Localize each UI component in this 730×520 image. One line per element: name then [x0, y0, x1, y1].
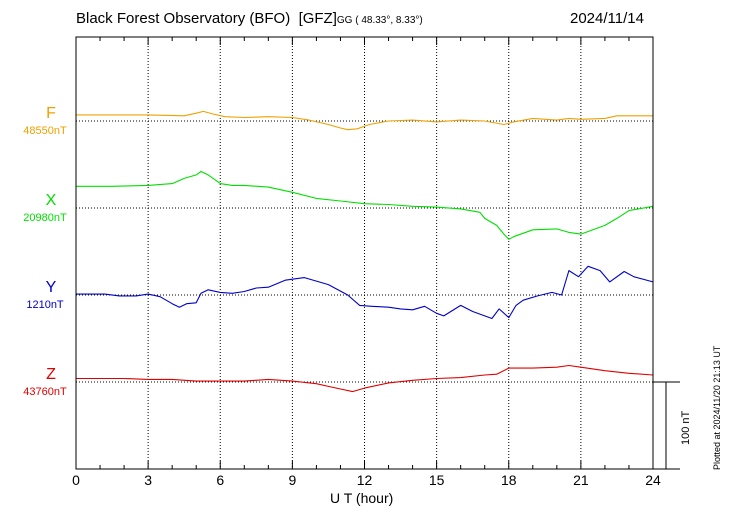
baseline-lines [76, 120, 680, 383]
series-baseline-label: 20980nT [23, 212, 67, 224]
series-name-z: Z [46, 366, 56, 383]
series-baseline-label: 43760nT [23, 386, 67, 398]
chart-date: 2024/11/14 [570, 10, 644, 27]
series-line-f [76, 110, 653, 131]
x-tick-label: 15 [429, 472, 445, 488]
x-tick-label: 24 [645, 472, 661, 488]
x-axis-label: U T (hour) [330, 490, 394, 506]
x-tick-label: 18 [501, 472, 517, 488]
x-tick-label: 3 [144, 472, 152, 488]
x-axis-ticks: 0 3 6 9 12 15 18 21 24 [72, 37, 661, 488]
coordinates: GG ( 48.33°, 8.33°) [336, 15, 423, 26]
series-baseline-label: 1210nT [26, 299, 64, 311]
scale-bar [653, 381, 680, 470]
series-name-f: F [46, 105, 56, 122]
scale-bar-label: 100 nT [680, 410, 692, 445]
plotted-timestamp: Plotted at 2024/11/20 21:13 UT [712, 345, 722, 470]
x-tick-label: 6 [216, 472, 224, 488]
grid-lines [147, 37, 582, 469]
x-tick-label: 0 [72, 472, 80, 488]
series-name-x: X [45, 192, 57, 209]
series-baseline-label: 48550nT [23, 125, 67, 137]
series-lines [76, 110, 654, 393]
series-line-x [76, 170, 654, 240]
series-name-y: Y [45, 279, 57, 296]
chart-title: Black Forest Observatory (BFO) [GFZ]GG (… [76, 10, 423, 27]
x-tick-label: 12 [357, 472, 373, 488]
agency-label: [GFZ] [298, 10, 337, 27]
series-line-y [76, 265, 654, 320]
x-tick-label: 21 [573, 472, 589, 488]
x-tick-label: 9 [288, 472, 296, 488]
series-line-z [76, 364, 654, 393]
observatory-name: Black Forest Observatory (BFO) [76, 10, 291, 27]
